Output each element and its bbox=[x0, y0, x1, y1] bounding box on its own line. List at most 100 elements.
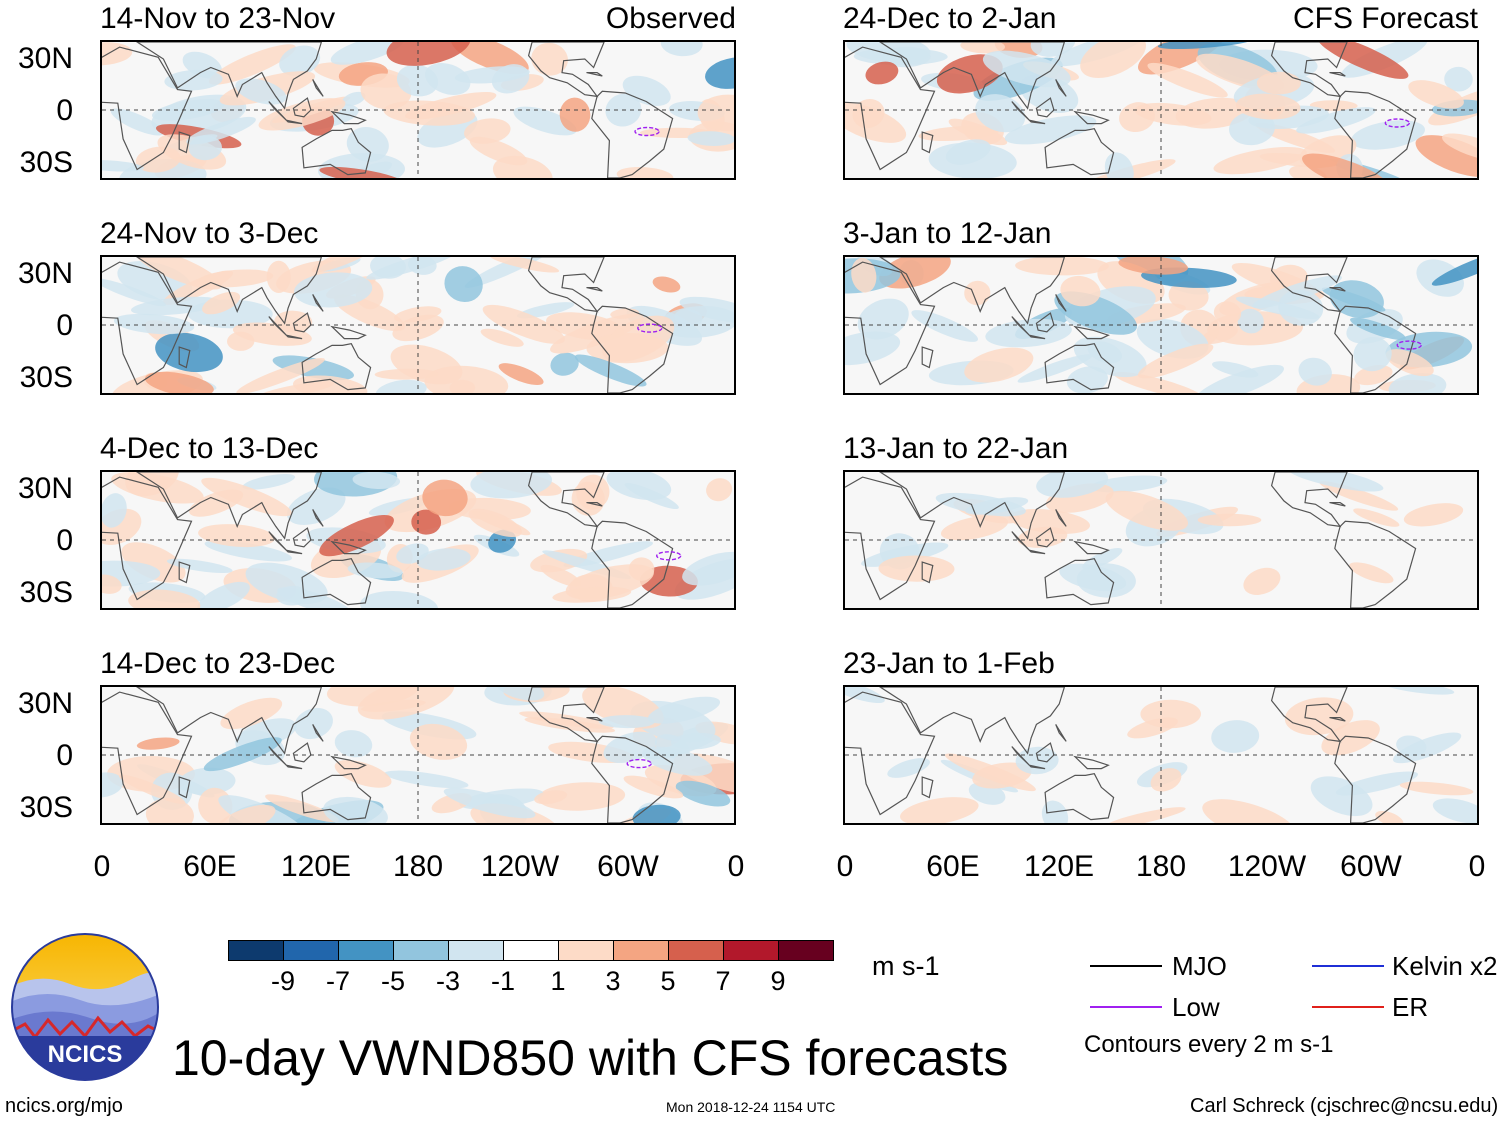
coastline bbox=[1329, 502, 1346, 507]
anomaly-shading bbox=[451, 42, 529, 75]
anomaly-shading bbox=[374, 368, 439, 380]
coastline bbox=[292, 312, 312, 333]
anomaly-shading bbox=[1256, 71, 1301, 95]
anomaly-shading bbox=[102, 160, 144, 172]
colorbar-tick-label: 5 bbox=[660, 966, 676, 996]
anomaly-shading bbox=[220, 697, 283, 730]
anomaly-shading bbox=[1403, 503, 1464, 527]
colorbar-swatch bbox=[503, 940, 559, 961]
coastline bbox=[1044, 558, 1115, 606]
coastline bbox=[301, 128, 372, 176]
anomaly-shading bbox=[1431, 257, 1477, 286]
coastline bbox=[1035, 97, 1055, 118]
coastline bbox=[292, 742, 312, 763]
anomaly-shading bbox=[1138, 42, 1226, 75]
anomaly-shading bbox=[1017, 354, 1093, 383]
coastline bbox=[301, 773, 372, 821]
coastline bbox=[527, 257, 605, 313]
panel-title-obs-3: 4-Dec to 13-Dec bbox=[100, 432, 319, 465]
coastline bbox=[330, 325, 367, 340]
low-contour bbox=[1396, 340, 1422, 350]
colorbar-tick-label: -9 bbox=[270, 966, 295, 996]
anomaly-shading bbox=[323, 796, 388, 823]
anomaly-shading bbox=[944, 753, 1036, 792]
anomaly-shading bbox=[495, 687, 545, 701]
coastline bbox=[301, 558, 372, 606]
coastline bbox=[135, 687, 323, 755]
coastline bbox=[591, 520, 674, 608]
anomaly-shading bbox=[598, 715, 655, 729]
logo-text: NCICS bbox=[48, 1041, 123, 1068]
anomaly-shading bbox=[464, 257, 553, 288]
low-contour bbox=[1384, 118, 1410, 128]
anomaly-shading bbox=[679, 296, 734, 324]
anomaly-shading bbox=[136, 737, 180, 750]
coastline bbox=[586, 717, 603, 722]
legend-er-line bbox=[1312, 1006, 1384, 1008]
anomaly-shading bbox=[878, 555, 955, 582]
lon-label-120w: 120W bbox=[1227, 850, 1307, 883]
anomaly-shading bbox=[1202, 799, 1297, 823]
anomaly-shading bbox=[311, 257, 380, 273]
anomaly-shading bbox=[1415, 135, 1477, 178]
anomaly-shading bbox=[198, 524, 275, 548]
lat-label-30n: 30N bbox=[17, 257, 73, 290]
anomaly-shading bbox=[360, 590, 439, 608]
forecast-label: CFS Forecast bbox=[1292, 2, 1478, 35]
anomaly-shading bbox=[1235, 93, 1301, 120]
anomaly-shading bbox=[682, 551, 734, 586]
coastline bbox=[1055, 724, 1067, 742]
panel-title-fc-1: 24-Dec to 2-Jan bbox=[843, 2, 1057, 35]
coastline bbox=[1044, 343, 1115, 391]
colorbar-swatch bbox=[723, 940, 779, 961]
coastline bbox=[1055, 79, 1067, 97]
panel-title-obs-1: 14-Nov to 23-Nov bbox=[100, 2, 336, 35]
anomaly-shading bbox=[118, 774, 186, 805]
coastline bbox=[135, 257, 323, 325]
anomaly-shading bbox=[468, 508, 522, 538]
colorbar-swatch bbox=[613, 940, 669, 961]
coastline bbox=[1073, 325, 1110, 340]
anomaly-shading bbox=[1197, 513, 1262, 527]
coastline bbox=[1334, 735, 1417, 823]
coastline bbox=[845, 691, 936, 816]
coastline bbox=[135, 472, 323, 540]
anomaly-shading bbox=[982, 50, 1071, 88]
coastline bbox=[1073, 540, 1110, 555]
coastline bbox=[312, 294, 324, 312]
legend-contours-note: Contours every 2 m s-1 bbox=[1084, 1031, 1334, 1058]
anomaly-shading bbox=[531, 42, 568, 76]
anomaly-shading bbox=[201, 477, 292, 517]
anomaly-shading bbox=[697, 94, 734, 132]
anomaly-shading bbox=[851, 257, 877, 293]
anomaly-shading bbox=[1351, 120, 1425, 150]
coastline bbox=[102, 476, 193, 601]
coastline bbox=[1011, 531, 1046, 555]
anomaly-shading bbox=[386, 42, 471, 66]
author-credit[interactable]: Carl Schreck (cjschrec@ncsu.edu) bbox=[1190, 1095, 1499, 1117]
site-link[interactable]: ncics.org/mjo bbox=[5, 1095, 123, 1117]
anomaly-shading bbox=[1147, 62, 1228, 98]
anomaly-shading bbox=[1379, 687, 1455, 695]
anomaly-shading bbox=[1229, 111, 1275, 146]
anomaly-shading bbox=[1237, 308, 1264, 334]
anomaly-shading bbox=[1113, 371, 1204, 393]
coastline bbox=[268, 746, 303, 770]
anomaly-shading bbox=[334, 760, 392, 788]
coastline bbox=[178, 131, 191, 154]
anomaly-shading bbox=[375, 379, 427, 393]
panel-title-fc-2: 3-Jan to 12-Jan bbox=[843, 217, 1052, 250]
coastline bbox=[1011, 316, 1046, 340]
lon-label-180: 180 bbox=[1135, 850, 1187, 883]
anomaly-shading bbox=[1004, 115, 1097, 145]
anomaly-shading bbox=[370, 257, 406, 279]
anomaly-shading bbox=[1252, 275, 1342, 309]
anomaly-shading bbox=[900, 797, 979, 823]
anomaly-shading bbox=[632, 804, 681, 823]
coastline bbox=[586, 72, 603, 77]
anomaly-shading bbox=[330, 42, 405, 65]
coastline bbox=[292, 97, 312, 118]
anomaly-shading bbox=[449, 379, 476, 393]
anomaly-shading bbox=[1140, 699, 1201, 729]
lon-label-0-end: 0 bbox=[1468, 850, 1486, 883]
